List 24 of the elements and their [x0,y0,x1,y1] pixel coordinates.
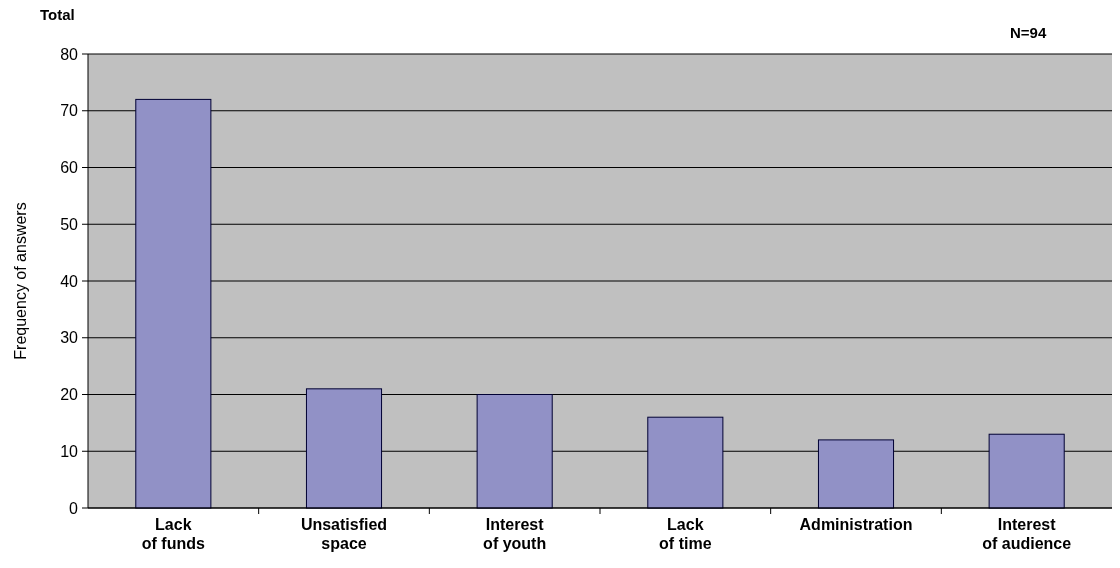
y-tick-label: 20 [60,386,79,404]
y-tick-label: 10 [60,442,79,460]
y-tick-label: 60 [60,159,79,177]
x-tick-label: Unsatisfied space [300,516,388,552]
y-tick-label: 0 [69,499,79,517]
text: Total [40,6,75,23]
bar [476,394,553,509]
bar [988,433,1065,509]
bar [135,98,212,509]
x-tick-label: Interest of youth [483,516,547,552]
bar [647,416,724,509]
x-tick-label: Lack of funds [141,516,205,552]
y-tick-label: 40 [60,272,79,290]
bar [817,439,895,509]
y-tick-label: 80 [60,45,79,63]
y-axis-title: Frequency of answers [12,202,29,360]
y-tick-label: 70 [60,102,79,120]
x-tick-label: Lack of time [659,516,712,552]
text: N=94 [1010,24,1047,41]
bar [305,388,383,509]
y-tick-label: 30 [60,329,79,347]
x-tick-label: Interest of audience [982,516,1072,552]
y-tick-label: 50 [60,215,79,233]
x-tick-label: Administration [799,516,913,533]
